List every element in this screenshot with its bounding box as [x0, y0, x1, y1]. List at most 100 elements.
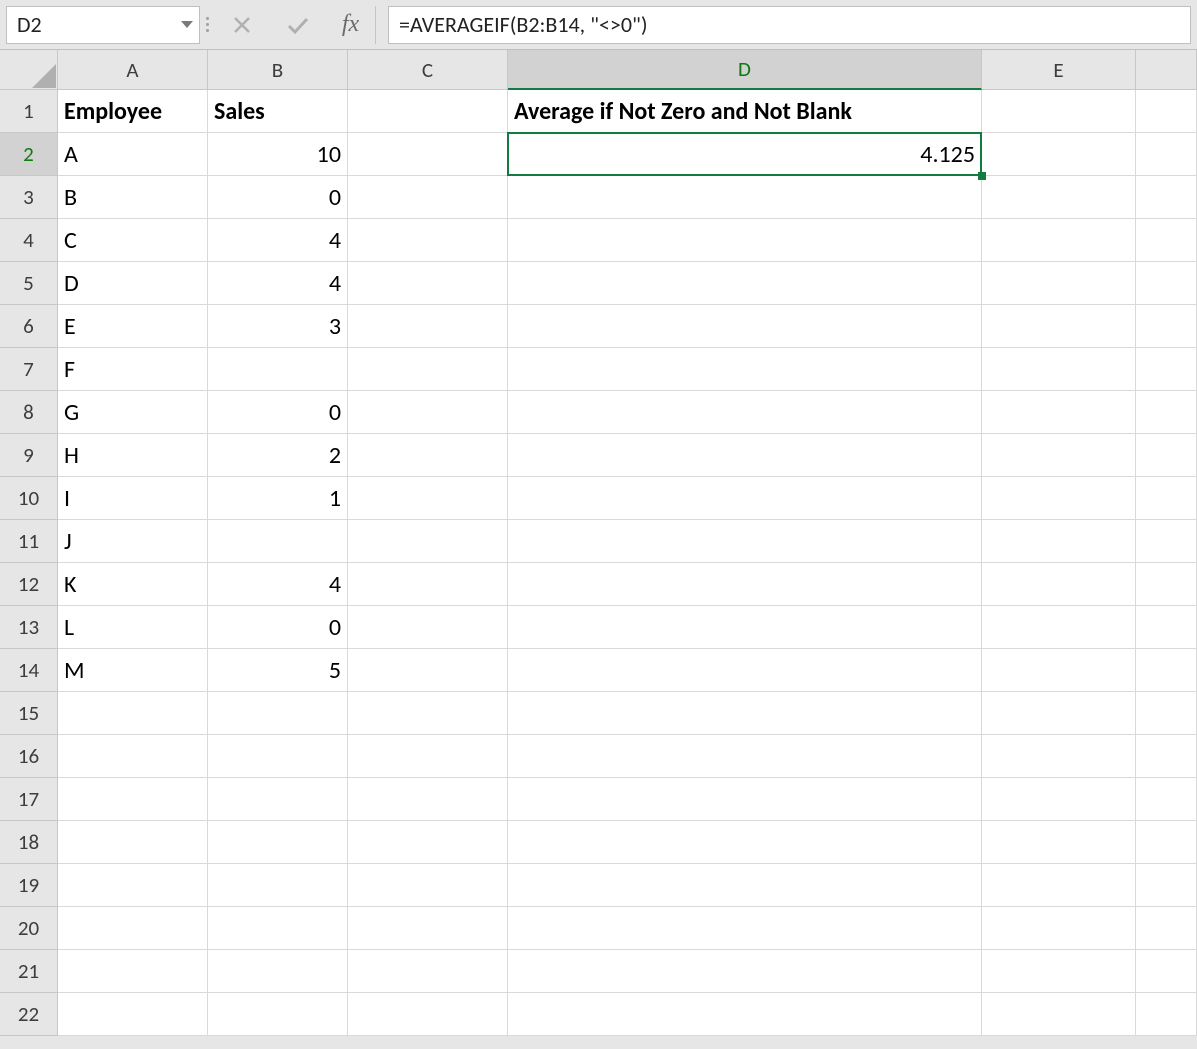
cell-C5[interactable]: [348, 262, 508, 305]
cell-D13[interactable]: [508, 606, 982, 649]
cell-C4[interactable]: [348, 219, 508, 262]
cell-D1[interactable]: Average if Not Zero and Not Blank: [508, 90, 982, 133]
cell-D19[interactable]: [508, 864, 982, 907]
row-header-13[interactable]: 13: [0, 606, 58, 649]
cell-E20[interactable]: [982, 907, 1136, 950]
cell-F13[interactable]: [1136, 606, 1197, 649]
cell-A9[interactable]: H: [58, 434, 208, 477]
cell-D21[interactable]: [508, 950, 982, 993]
cell-E9[interactable]: [982, 434, 1136, 477]
cell-D6[interactable]: [508, 305, 982, 348]
cell-C13[interactable]: [348, 606, 508, 649]
cell-D4[interactable]: [508, 219, 982, 262]
cell-C14[interactable]: [348, 649, 508, 692]
fx-label[interactable]: fx: [326, 6, 376, 44]
cell-B19[interactable]: [208, 864, 348, 907]
row-header-15[interactable]: 15: [0, 692, 58, 735]
cell-E19[interactable]: [982, 864, 1136, 907]
cell-C8[interactable]: [348, 391, 508, 434]
cell-B5[interactable]: 4: [208, 262, 348, 305]
row-header-2[interactable]: 2: [0, 133, 58, 176]
row-header-14[interactable]: 14: [0, 649, 58, 692]
cell-A14[interactable]: M: [58, 649, 208, 692]
cell-E7[interactable]: [982, 348, 1136, 391]
cell-B4[interactable]: 4: [208, 219, 348, 262]
cell-A2[interactable]: A: [58, 133, 208, 176]
fill-handle[interactable]: [978, 172, 986, 180]
cell-F8[interactable]: [1136, 391, 1197, 434]
cell-B14[interactable]: 5: [208, 649, 348, 692]
cell-A13[interactable]: L: [58, 606, 208, 649]
cell-B18[interactable]: [208, 821, 348, 864]
cell-B11[interactable]: [208, 520, 348, 563]
cell-A7[interactable]: F: [58, 348, 208, 391]
column-header-E[interactable]: E: [982, 50, 1136, 90]
row-header-3[interactable]: 3: [0, 176, 58, 219]
cell-C21[interactable]: [348, 950, 508, 993]
row-header-11[interactable]: 11: [0, 520, 58, 563]
cell-E10[interactable]: [982, 477, 1136, 520]
cell-B20[interactable]: [208, 907, 348, 950]
cell-F20[interactable]: [1136, 907, 1197, 950]
cell-A8[interactable]: G: [58, 391, 208, 434]
cell-B9[interactable]: 2: [208, 434, 348, 477]
accept-formula-button[interactable]: [270, 6, 326, 44]
cell-C15[interactable]: [348, 692, 508, 735]
cell-B2[interactable]: 10: [208, 133, 348, 176]
cell-D16[interactable]: [508, 735, 982, 778]
cell-A16[interactable]: [58, 735, 208, 778]
cell-C22[interactable]: [348, 993, 508, 1036]
cell-A4[interactable]: C: [58, 219, 208, 262]
column-header-F[interactable]: [1136, 50, 1197, 90]
cell-A21[interactable]: [58, 950, 208, 993]
cell-E4[interactable]: [982, 219, 1136, 262]
cell-C12[interactable]: [348, 563, 508, 606]
select-all-corner[interactable]: [0, 50, 58, 90]
cell-F14[interactable]: [1136, 649, 1197, 692]
cell-E11[interactable]: [982, 520, 1136, 563]
cell-C2[interactable]: [348, 133, 508, 176]
cell-F11[interactable]: [1136, 520, 1197, 563]
cell-F15[interactable]: [1136, 692, 1197, 735]
row-header-8[interactable]: 8: [0, 391, 58, 434]
cell-F18[interactable]: [1136, 821, 1197, 864]
row-header-6[interactable]: 6: [0, 305, 58, 348]
cell-A5[interactable]: D: [58, 262, 208, 305]
cell-E14[interactable]: [982, 649, 1136, 692]
column-header-C[interactable]: C: [348, 50, 508, 90]
cell-D20[interactable]: [508, 907, 982, 950]
cell-D2[interactable]: 4.125: [508, 133, 982, 176]
cell-E13[interactable]: [982, 606, 1136, 649]
cell-A10[interactable]: I: [58, 477, 208, 520]
cell-D14[interactable]: [508, 649, 982, 692]
formula-input[interactable]: =AVERAGEIF(B2:B14, "<>0"): [388, 6, 1191, 44]
name-box[interactable]: D2: [6, 6, 200, 44]
cell-E1[interactable]: [982, 90, 1136, 133]
cell-C17[interactable]: [348, 778, 508, 821]
cell-E6[interactable]: [982, 305, 1136, 348]
cell-D22[interactable]: [508, 993, 982, 1036]
cell-A3[interactable]: B: [58, 176, 208, 219]
column-header-D[interactable]: D: [508, 50, 982, 90]
cell-B22[interactable]: [208, 993, 348, 1036]
row-header-22[interactable]: 22: [0, 993, 58, 1036]
row-header-20[interactable]: 20: [0, 907, 58, 950]
cell-F17[interactable]: [1136, 778, 1197, 821]
cell-C16[interactable]: [348, 735, 508, 778]
cell-D9[interactable]: [508, 434, 982, 477]
cell-F10[interactable]: [1136, 477, 1197, 520]
cell-B10[interactable]: 1: [208, 477, 348, 520]
cell-B8[interactable]: 0: [208, 391, 348, 434]
cell-F6[interactable]: [1136, 305, 1197, 348]
cell-D15[interactable]: [508, 692, 982, 735]
cell-D10[interactable]: [508, 477, 982, 520]
row-header-17[interactable]: 17: [0, 778, 58, 821]
cell-E3[interactable]: [982, 176, 1136, 219]
row-header-21[interactable]: 21: [0, 950, 58, 993]
cell-C20[interactable]: [348, 907, 508, 950]
cell-B6[interactable]: 3: [208, 305, 348, 348]
cell-E22[interactable]: [982, 993, 1136, 1036]
cell-C6[interactable]: [348, 305, 508, 348]
cell-F19[interactable]: [1136, 864, 1197, 907]
cell-C3[interactable]: [348, 176, 508, 219]
